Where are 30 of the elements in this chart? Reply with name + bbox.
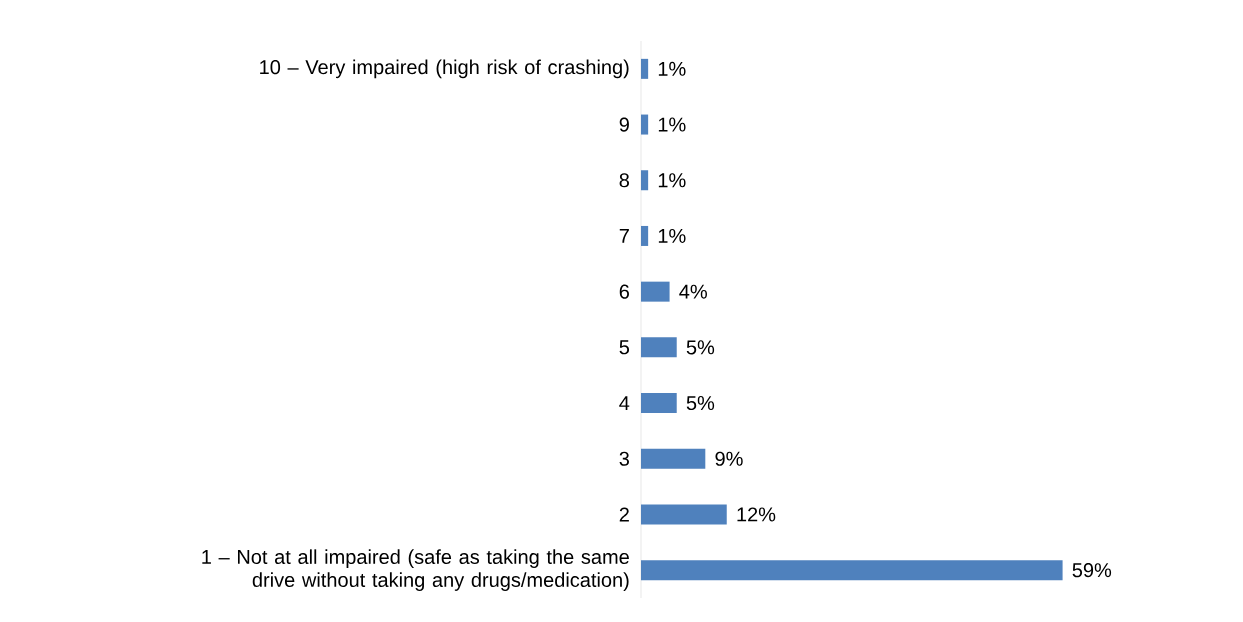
y-tick-label: 2 <box>619 507 629 522</box>
data-label: 59% <box>1072 563 1112 578</box>
bar <box>641 560 1063 581</box>
bar <box>641 170 649 191</box>
bar <box>641 281 670 302</box>
data-label: 12% <box>737 507 776 522</box>
data-label: 9% <box>715 451 743 466</box>
bar <box>641 393 677 414</box>
y-tick-label: 9 <box>619 117 629 132</box>
bar <box>641 504 727 525</box>
y-tick-label: 4 <box>619 396 630 410</box>
y-tick-label: 1 – Not at all impaired (safe as taking the same drive without taking any drugs/medication) <box>202 549 629 591</box>
y-tick-label: 3 <box>619 451 629 466</box>
bar <box>641 337 677 358</box>
data-label: 4% <box>679 284 707 299</box>
data-label: 1% <box>658 117 686 132</box>
bar <box>641 225 649 246</box>
data-label: 1% <box>658 61 686 76</box>
y-tick-label: 6 <box>619 284 629 299</box>
y-tick-label: 5 <box>619 340 630 355</box>
data-label: 5% <box>686 396 715 411</box>
y-tick-label: 10 – Very impaired (high risk of crashing) <box>260 59 629 79</box>
data-label: 1% <box>658 228 686 243</box>
data-label: 5% <box>686 340 715 355</box>
y-tick-label: 7 <box>619 229 629 243</box>
y-tick-label: 8 <box>619 173 629 188</box>
bar <box>641 448 706 469</box>
bar <box>641 58 649 79</box>
bar <box>641 114 649 135</box>
data-label: 1% <box>658 173 686 188</box>
